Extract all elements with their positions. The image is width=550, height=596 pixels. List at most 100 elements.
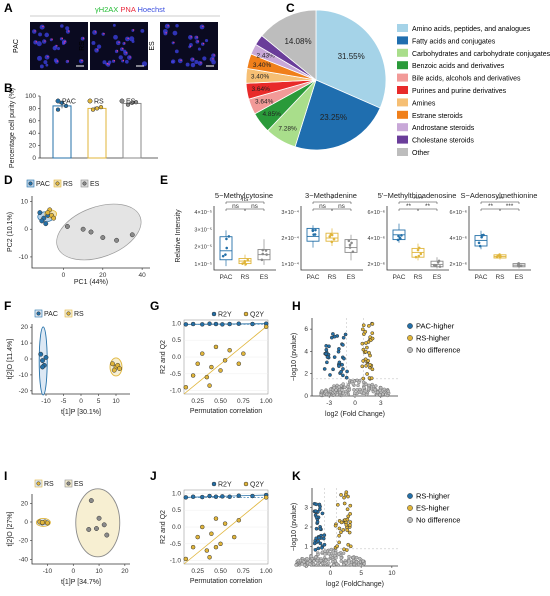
nucleus bbox=[54, 59, 59, 64]
significance-bracket bbox=[331, 208, 352, 211]
y-tick-label: 0 bbox=[32, 155, 36, 162]
y-tick-label: 0.5 bbox=[172, 507, 181, 514]
data-point-es-higher bbox=[345, 507, 350, 512]
data-point-q2y bbox=[200, 351, 205, 356]
y-axis-label: t[2]O [27%] bbox=[7, 511, 14, 546]
panel-label-f: F bbox=[4, 299, 11, 313]
acrosome bbox=[129, 56, 131, 58]
legend-marker-rs bbox=[87, 98, 93, 104]
x-tick-label: 10 bbox=[95, 568, 103, 575]
x-tick-label: ES bbox=[433, 274, 442, 281]
y-tick-label: 2 bbox=[304, 524, 308, 531]
data-point-pac-higher bbox=[341, 373, 345, 378]
legend-label: PAC bbox=[62, 99, 76, 106]
data-point-rs-higher bbox=[313, 509, 318, 513]
y-tick-label: 6×10⁻⁶ bbox=[367, 209, 385, 216]
data-point-rs-higher bbox=[317, 502, 322, 507]
y-tick-label: 2×10⁻⁶ bbox=[449, 261, 467, 268]
data-point-rs bbox=[110, 361, 115, 367]
data-point-no-difference bbox=[340, 388, 344, 392]
data-point-rs-higher bbox=[316, 546, 321, 551]
nucleus bbox=[125, 36, 130, 42]
legend-label: Other bbox=[412, 150, 430, 157]
data-point-q2y bbox=[195, 361, 200, 366]
data-point-rs bbox=[39, 520, 45, 525]
acrosome bbox=[67, 60, 69, 62]
acrosome bbox=[106, 62, 109, 65]
nucleus bbox=[38, 32, 43, 37]
data-point-es-higher bbox=[348, 511, 353, 516]
data-point-no-difference bbox=[347, 554, 351, 559]
panel-label-j: J bbox=[150, 469, 157, 483]
slice-label: 3.64% bbox=[252, 86, 271, 93]
nucleus bbox=[199, 24, 205, 30]
acrosome bbox=[197, 40, 199, 42]
data-point-es bbox=[100, 235, 106, 240]
nucleus bbox=[124, 59, 129, 64]
data-point-q2y bbox=[204, 374, 210, 380]
legend-marker-es bbox=[82, 181, 87, 186]
panel-label-e: E bbox=[160, 173, 168, 187]
data-point-pac bbox=[55, 107, 61, 112]
data-point-r2y bbox=[236, 493, 242, 498]
nucleus bbox=[188, 35, 193, 40]
data-point bbox=[225, 237, 228, 241]
legend-label: No difference bbox=[416, 516, 460, 525]
data-point bbox=[414, 255, 418, 259]
legend-label: RS-higher bbox=[416, 334, 450, 343]
nucleus bbox=[32, 29, 37, 34]
x-axis-label: t[1]P [30.1%] bbox=[61, 409, 101, 416]
legend-marker-rs bbox=[36, 481, 41, 486]
data-point-no-difference bbox=[338, 390, 342, 395]
data-point-es bbox=[104, 532, 110, 538]
legend-swatch bbox=[397, 123, 408, 132]
y-tick-label: 20 bbox=[21, 500, 29, 507]
panel-d: 0 20 40 -10 0 10 PC1 (44%) PC2 (10.1%) PAC RS ES bbox=[7, 179, 150, 286]
nucleus bbox=[112, 23, 116, 27]
data-point-no-difference bbox=[351, 555, 355, 560]
data-point bbox=[400, 234, 403, 237]
x-tick-label: 0.50 bbox=[214, 568, 227, 575]
data-point bbox=[397, 234, 400, 238]
data-point-no-difference bbox=[324, 392, 329, 397]
legend-label: PAC-higher bbox=[416, 322, 455, 331]
data-point bbox=[243, 261, 246, 264]
data-point-pac-higher bbox=[342, 356, 346, 361]
panel-label-d: D bbox=[4, 173, 13, 187]
data-point-r2y bbox=[236, 321, 242, 326]
data-point bbox=[224, 253, 227, 256]
data-point-pac-higher bbox=[337, 364, 341, 368]
data-point-es-higher bbox=[339, 492, 343, 497]
legend-label: ES bbox=[90, 181, 100, 188]
nucleus bbox=[177, 58, 183, 64]
x-axis-label: t[1]P [34.7%] bbox=[61, 579, 101, 586]
data-point-q2y bbox=[190, 544, 196, 550]
data-point-no-difference bbox=[326, 561, 331, 565]
data-point-es bbox=[80, 226, 86, 232]
x-tick-label: 20 bbox=[121, 568, 129, 575]
legend-marker-rs bbox=[55, 181, 60, 186]
nucleus bbox=[171, 59, 176, 64]
y-tick-label: -1.0 bbox=[170, 558, 182, 565]
data-point-no-difference bbox=[347, 559, 351, 563]
stain-2: Hoechst bbox=[135, 5, 166, 14]
data-point-rs-higher bbox=[369, 376, 374, 381]
significance-bracket bbox=[312, 201, 352, 204]
acrosome bbox=[35, 41, 37, 43]
data-point-no-difference bbox=[329, 547, 334, 552]
data-point bbox=[480, 235, 483, 239]
data-point-no-difference bbox=[323, 549, 327, 553]
acrosome bbox=[96, 49, 99, 51]
data-point-no-difference bbox=[305, 556, 309, 561]
data-point-q2y bbox=[222, 521, 228, 526]
data-point-rs-higher bbox=[365, 372, 369, 376]
legend-marker-r2y bbox=[211, 481, 217, 487]
y-tick-label: 1.0 bbox=[172, 490, 181, 497]
y-tick-label: 10 bbox=[21, 340, 29, 347]
nucleus bbox=[41, 39, 47, 44]
data-point-q2y bbox=[218, 541, 223, 547]
data-point-no-difference bbox=[320, 561, 325, 566]
x-tick-label: PAC bbox=[307, 274, 320, 281]
data-point-es bbox=[94, 526, 99, 531]
